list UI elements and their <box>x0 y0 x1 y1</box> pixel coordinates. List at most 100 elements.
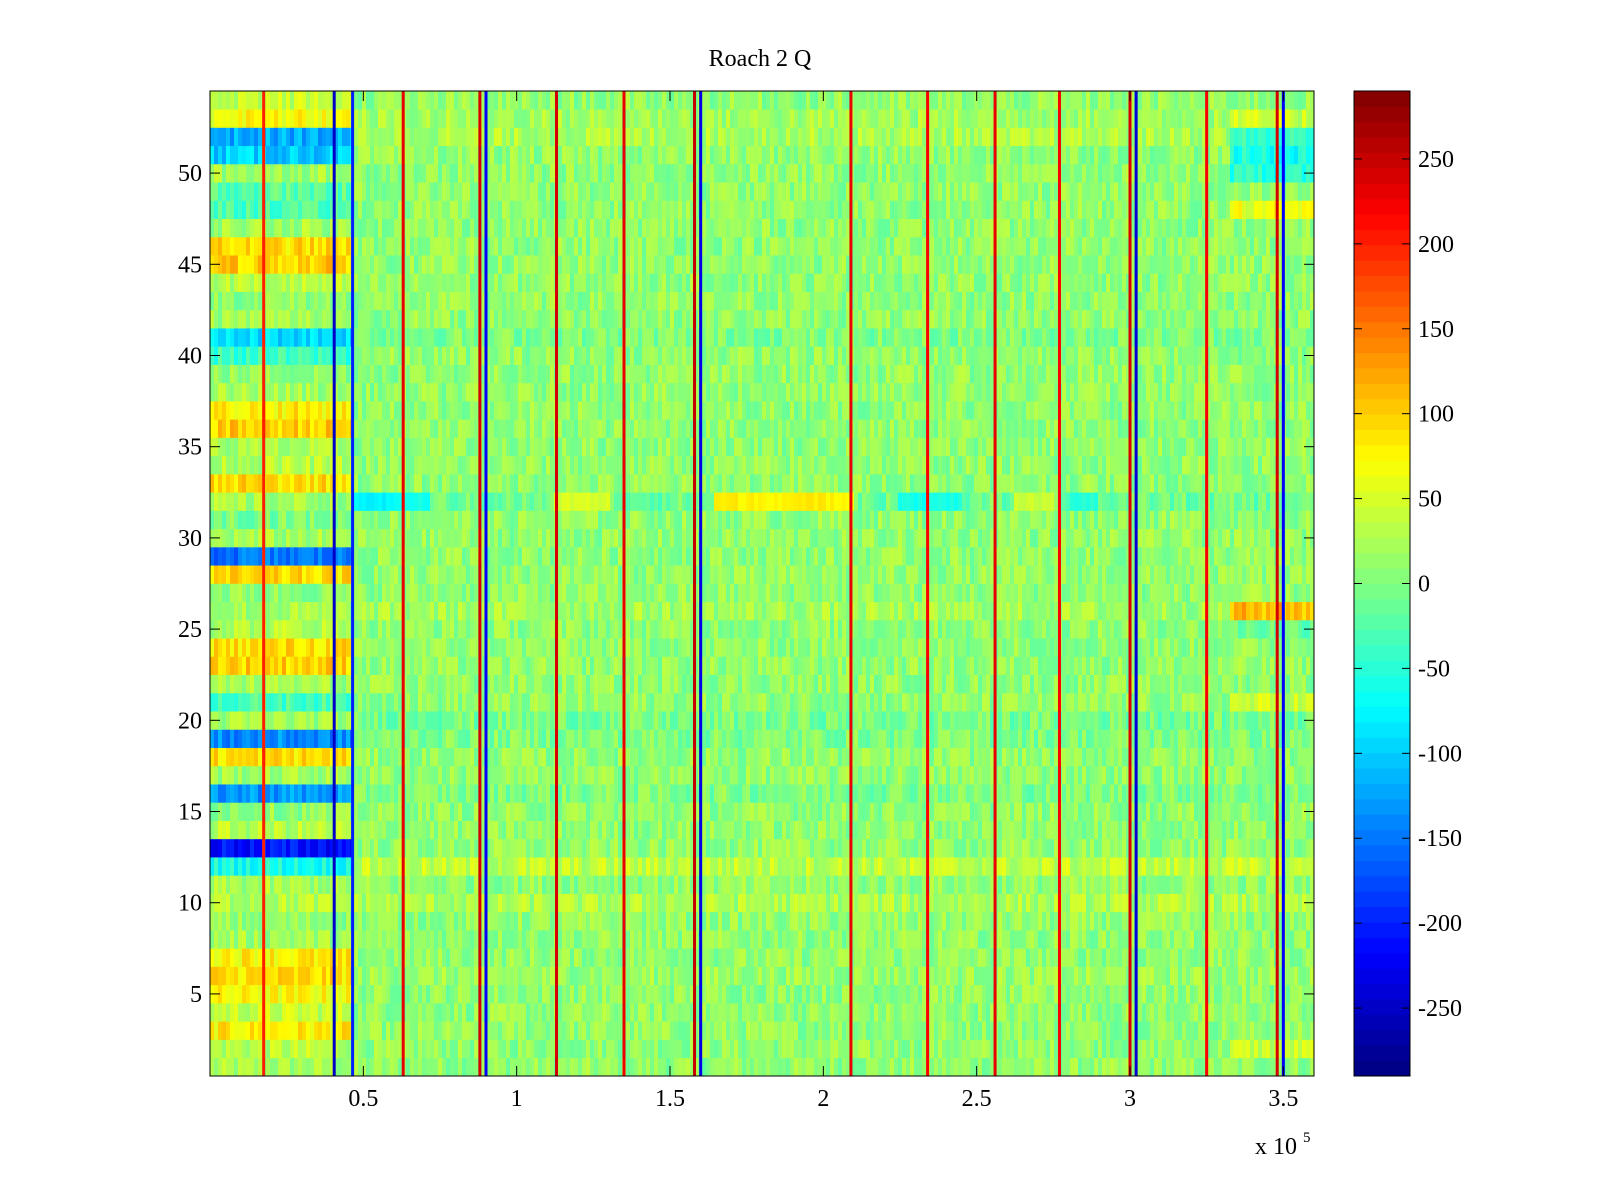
heatmap-cell <box>618 1003 623 1022</box>
heatmap-cell <box>786 966 791 986</box>
heatmap-cell <box>906 893 911 913</box>
heatmap-cell <box>1014 930 1019 949</box>
heatmap-cell <box>530 802 535 821</box>
heatmap-cell <box>462 1003 467 1022</box>
heatmap-cell <box>950 893 955 913</box>
heatmap-cell <box>290 838 295 858</box>
heatmap-cell <box>1246 1039 1251 1059</box>
heatmap-cell <box>1014 820 1019 840</box>
heatmap-cell <box>694 857 699 876</box>
heatmap-cell <box>466 893 471 913</box>
heatmap-cell <box>630 857 635 876</box>
heatmap-cell <box>686 966 691 986</box>
heatmap-cell <box>970 1003 975 1022</box>
heatmap-cell <box>386 747 391 767</box>
heatmap-cell <box>342 966 347 986</box>
heatmap-cell <box>238 1021 243 1040</box>
heatmap-cell <box>514 984 519 1004</box>
heatmap-cell <box>762 893 767 913</box>
heatmap-cell <box>430 820 435 840</box>
heatmap-cell <box>918 984 923 1004</box>
heatmap-cell <box>1094 1057 1099 1077</box>
heatmap-cell <box>678 765 683 785</box>
heatmap-cell <box>946 911 951 931</box>
heatmap-cell <box>434 911 439 931</box>
heatmap-cell <box>814 984 819 1004</box>
heatmap-cell <box>386 893 391 913</box>
heatmap-cell <box>382 857 387 876</box>
heatmap-cell <box>1118 820 1123 840</box>
heatmap-cell <box>450 911 455 931</box>
heatmap-cell <box>1294 893 1299 913</box>
heatmap-cell <box>646 911 651 931</box>
heatmap-cell <box>490 838 495 858</box>
heatmap-cell <box>1082 875 1087 894</box>
heatmap-cell <box>374 875 379 894</box>
heatmap-cell <box>694 802 699 821</box>
heatmap-cell <box>458 1021 463 1040</box>
heatmap-cell <box>694 765 699 785</box>
heatmap-cell <box>1174 911 1179 931</box>
heatmap-cell <box>1202 802 1207 821</box>
heatmap-cell <box>462 966 467 986</box>
heatmap-cell <box>574 966 579 986</box>
heatmap-cell <box>586 1021 591 1040</box>
heatmap-cell <box>666 948 671 967</box>
heatmap-cell <box>542 948 547 967</box>
heatmap-cell <box>674 1021 679 1040</box>
heatmap-cell <box>1078 911 1083 931</box>
heatmap-cell <box>1170 1003 1175 1022</box>
heatmap-cell <box>342 948 347 967</box>
heatmap-cell <box>802 1039 807 1059</box>
heatmap-cell <box>606 765 611 785</box>
heatmap-cell <box>770 784 775 803</box>
heatmap-cell <box>382 820 387 840</box>
heatmap-cell <box>466 1039 471 1059</box>
heatmap-cell <box>1310 1057 1315 1077</box>
heatmap-cell <box>758 838 763 858</box>
heatmap-cell <box>1086 948 1091 967</box>
heatmap-cell <box>862 1039 867 1059</box>
heatmap-cell <box>774 838 779 858</box>
heatmap-cell <box>506 838 511 858</box>
heatmap-cell <box>514 784 519 803</box>
heatmap-cell <box>526 784 531 803</box>
heatmap-cell <box>762 1021 767 1040</box>
chart-title: Roach 2 Q <box>709 46 812 72</box>
heatmap-cell <box>650 893 655 913</box>
heatmap-cell <box>318 1003 323 1022</box>
heatmap-cell <box>242 1057 247 1077</box>
heatmap-cell <box>390 857 395 876</box>
heatmap-cell <box>218 1021 223 1040</box>
heatmap-cell <box>526 802 531 821</box>
heatmap-cell <box>298 820 303 840</box>
heatmap-cell <box>1030 765 1035 785</box>
heatmap-cell <box>450 1021 455 1040</box>
heatmap-cell <box>742 893 747 913</box>
heatmap-cell <box>266 802 271 821</box>
heatmap-cell <box>798 984 803 1004</box>
heatmap-cell <box>614 893 619 913</box>
heatmap-cell <box>434 930 439 949</box>
heatmap-cell <box>450 802 455 821</box>
heatmap-cell <box>570 893 575 913</box>
heatmap-cell <box>226 893 231 913</box>
heatmap-cell <box>726 966 731 986</box>
heatmap-cell <box>1114 857 1119 876</box>
heatmap-cell <box>1074 1021 1079 1040</box>
heatmap-cell <box>938 857 943 876</box>
heatmap-cell <box>638 875 643 894</box>
heatmap-cell <box>930 784 935 803</box>
heatmap-cell <box>254 784 259 803</box>
heatmap-cell <box>354 1021 359 1040</box>
heatmap-cell <box>270 948 275 967</box>
heatmap-cell <box>1242 1021 1247 1040</box>
heatmap-cell <box>1022 1021 1027 1040</box>
heatmap-cell <box>1234 765 1239 785</box>
heatmap-cell <box>686 1057 691 1077</box>
heatmap-cell <box>278 747 283 767</box>
heatmap-cell <box>286 784 291 803</box>
heatmap-cell <box>962 875 967 894</box>
heatmap-cell <box>1030 1039 1035 1059</box>
heatmap-cell <box>778 1039 783 1059</box>
